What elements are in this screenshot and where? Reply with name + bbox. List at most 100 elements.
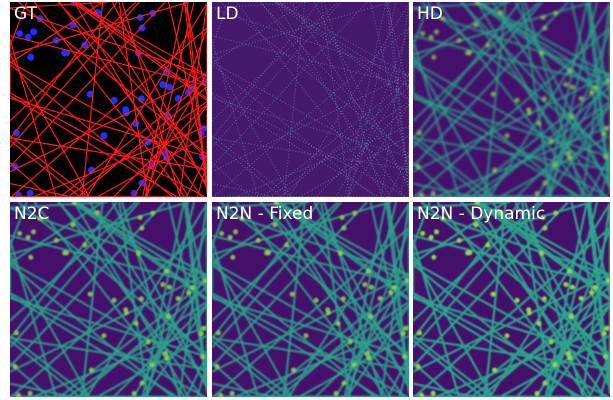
dot: [589, 290, 594, 295]
dot: [465, 250, 470, 255]
dot: [420, 31, 425, 36]
panel-label: HD: [417, 4, 443, 24]
dot: [606, 278, 611, 283]
dot: [549, 339, 554, 344]
dot: [216, 330, 221, 335]
dot: [186, 290, 191, 295]
dot: [200, 354, 205, 359]
dot: [553, 11, 558, 16]
dot: [492, 167, 497, 172]
dot: [334, 391, 339, 396]
dot: [527, 110, 532, 115]
dot: [146, 339, 151, 344]
dot: [491, 92, 496, 97]
dot: [492, 367, 497, 372]
dot: [28, 391, 33, 396]
dot: [603, 354, 608, 359]
dot: [70, 222, 75, 227]
dot: [542, 181, 547, 186]
dot: [369, 285, 374, 290]
dot: [203, 278, 208, 283]
dot: [201, 326, 206, 331]
dot: [417, 130, 422, 135]
dot: [604, 326, 609, 331]
dot: [366, 355, 371, 360]
dot: [405, 278, 410, 283]
background: [212, 2, 409, 197]
dot: [541, 15, 546, 20]
dot: [112, 298, 117, 303]
dot: [485, 42, 490, 47]
dot: [14, 330, 19, 335]
dot: [132, 391, 137, 396]
dot: [515, 298, 520, 303]
dot: [392, 285, 397, 290]
dot: [230, 391, 235, 396]
dot: [27, 54, 34, 61]
dot: [341, 226, 346, 231]
dot: [16, 30, 23, 37]
dot: [434, 229, 439, 234]
dot: [539, 251, 544, 256]
dot: [340, 215, 345, 220]
dot: [566, 351, 571, 356]
dot: [473, 22, 478, 27]
panel-label: N2N - Dynamic: [417, 204, 545, 224]
panel: N2N - Fixed: [212, 200, 410, 397]
dot: [566, 151, 571, 156]
dot: [291, 367, 296, 372]
dot: [159, 81, 166, 88]
dot: [341, 381, 346, 386]
dot: [139, 381, 144, 386]
panel-label: LD: [216, 4, 239, 24]
dot: [16, 393, 21, 398]
dot: [567, 269, 572, 274]
dot: [233, 229, 238, 234]
dot: [569, 314, 574, 319]
panel: HD: [413, 0, 611, 197]
dot: [176, 296, 181, 301]
dot: [553, 211, 558, 216]
dot: [542, 96, 547, 101]
dot: [284, 242, 289, 247]
dot: [290, 292, 295, 297]
dot: [30, 28, 37, 35]
panel-label: GT: [14, 4, 38, 24]
dot: [17, 231, 22, 236]
dot: [417, 330, 422, 335]
dot: [429, 235, 434, 240]
dot: [570, 285, 575, 290]
dot: [190, 285, 195, 290]
dot: [150, 362, 155, 367]
dot: [549, 139, 554, 144]
dot: [567, 155, 572, 160]
dot: [431, 191, 436, 196]
dot: [62, 250, 67, 255]
dot: [199, 331, 204, 336]
dot: [542, 226, 547, 231]
panel-image: [10, 0, 209, 199]
dot: [378, 296, 383, 301]
dot: [164, 269, 169, 274]
dot: [429, 35, 434, 40]
dot: [567, 355, 572, 360]
dot: [602, 331, 607, 336]
dot: [401, 331, 406, 336]
dot: [368, 314, 373, 319]
dot: [348, 339, 353, 344]
panel: LD: [212, 2, 409, 197]
dot: [95, 210, 100, 215]
dot: [138, 215, 143, 220]
dot: [230, 255, 235, 260]
dot: [352, 211, 357, 216]
dot: [535, 391, 540, 396]
panel-image: [212, 2, 409, 197]
dot: [163, 351, 168, 356]
dot: [139, 296, 144, 301]
dot: [498, 10, 503, 15]
dot: [403, 326, 408, 331]
dot: [536, 321, 541, 326]
dot: [491, 292, 496, 297]
dot: [563, 82, 568, 87]
dot: [602, 131, 607, 136]
